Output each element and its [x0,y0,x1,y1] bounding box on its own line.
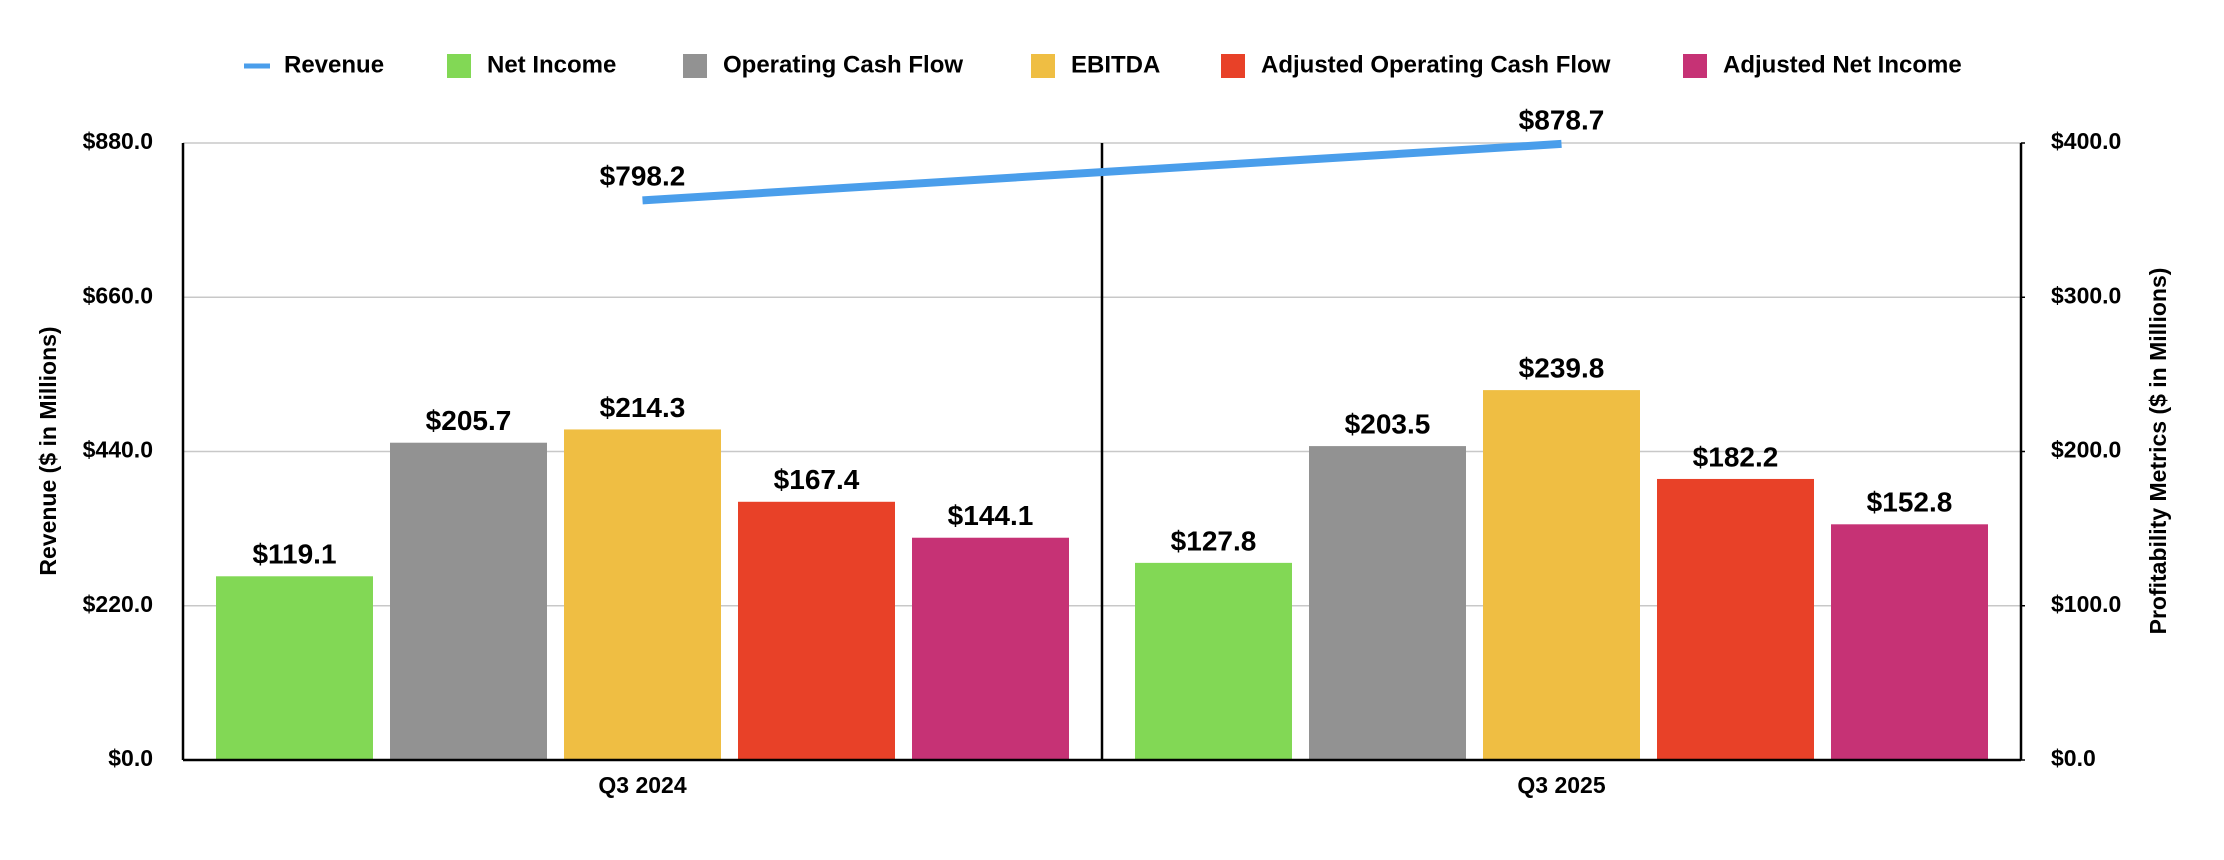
y2-tick-label: $300.0 [2051,282,2121,308]
x-tick-label: Q3 2024 [598,772,686,798]
y2-tick-label: $0.0 [2051,745,2096,771]
y-axis-title: Revenue ($ in Millions) [35,326,61,575]
value-label: $205.7 [426,405,512,436]
legend-label: Adjusted Net Income [1723,51,1962,78]
value-label: $239.8 [1519,352,1605,383]
bar [1483,390,1640,760]
bar [1135,562,1292,760]
legend-label: Net Income [487,51,616,78]
revenue-line [642,139,1562,205]
legend-swatch [1221,54,1245,78]
y-tick-label: $220.0 [83,591,153,617]
value-label: $203.5 [1345,408,1431,439]
value-label: $127.8 [1171,525,1257,556]
y2-tick-label: $100.0 [2051,591,2121,617]
bar [912,537,1069,760]
bar [216,576,373,760]
y-tick-label: $660.0 [83,282,153,308]
value-label: $167.4 [774,464,860,495]
legend-label: Adjusted Operating Cash Flow [1261,51,1611,78]
y-tick-label: $0.0 [108,745,153,771]
value-label: $152.8 [1867,487,1953,518]
x-tick-label: Q3 2025 [1517,772,1605,798]
legend-swatch [447,54,471,78]
y2-tick-label: $200.0 [2051,437,2121,463]
legend-swatch [683,54,707,78]
legend-label: Operating Cash Flow [723,51,963,78]
value-label: $182.2 [1693,441,1779,472]
bar [1831,524,1988,760]
value-label: $144.1 [948,500,1034,531]
y-tick-label: $440.0 [83,437,153,463]
y-tick-label: $880.0 [83,128,153,154]
value-label: $119.1 [252,539,336,570]
legend-swatch [1683,54,1707,78]
value-label: $214.3 [600,392,686,423]
y2-axis-title: Profitability Metrics ($ in Millions) [2145,268,2171,635]
bar [564,429,721,760]
bar [738,501,895,760]
value-label: $798.2 [600,161,686,192]
y2-tick-label: $400.0 [2051,128,2121,154]
bar [1309,446,1466,760]
legend-label: Revenue [284,51,384,78]
legend-swatch [1031,54,1055,78]
bar [1657,478,1814,760]
bar [390,442,547,760]
value-label: $878.7 [1519,104,1605,135]
legend-label: EBITDA [1071,51,1160,78]
